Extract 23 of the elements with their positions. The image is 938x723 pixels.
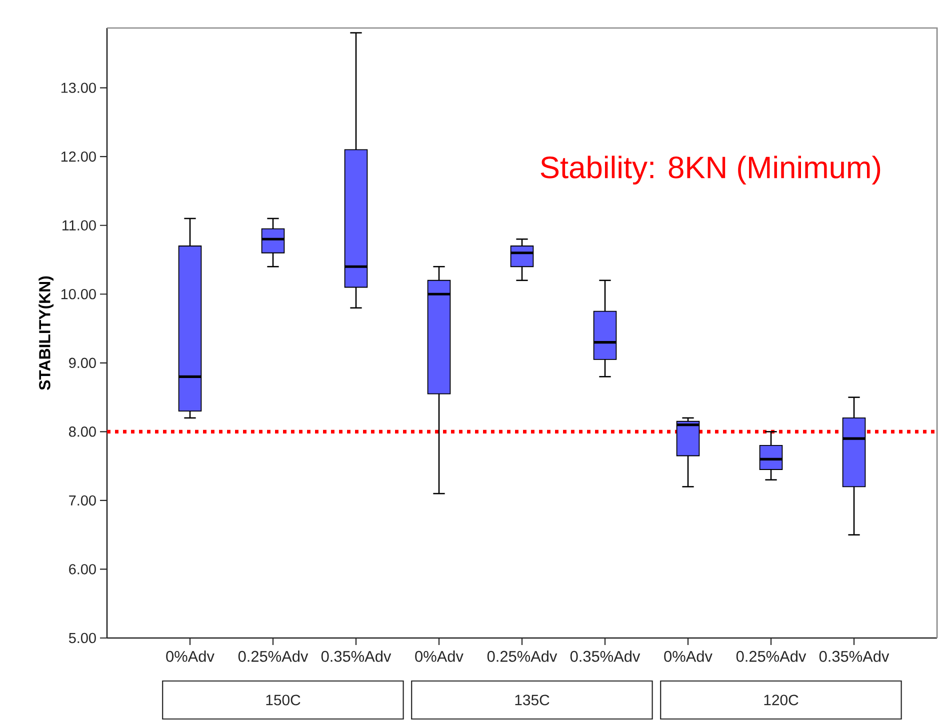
x-tick-label: 0.35%Adv [819, 650, 890, 662]
y-tick-label: 5.00 [68, 632, 96, 644]
y-tick-label: 11.00 [62, 220, 96, 230]
y-tick-label: 7.00 [69, 495, 96, 506]
x-tick-label: 0%Adv [415, 650, 464, 662]
x-tick-label: 0.25%Adv [487, 650, 558, 662]
text: 135C [515, 694, 550, 706]
y-tick-label: 6.00 [69, 564, 96, 574]
y-axis-title: STABILITY(KN) [38, 276, 54, 390]
text: 150C [266, 694, 300, 706]
y-tick-label: 10.00 [61, 289, 96, 300]
x-tick-label: 0.35%Adv [570, 650, 640, 662]
x-tick-label: 0%Adv [166, 650, 214, 662]
y-tick-label: 13.00 [61, 82, 96, 93]
x-tick-label: 0.25%Adv [736, 650, 806, 662]
ref-line-label: Stability: 8KN (Minimum) [540, 156, 880, 185]
text: 120C [764, 694, 798, 706]
y-tick-label: 9.00 [69, 358, 96, 368]
x-tick-label: 0.25%Adv [238, 650, 308, 662]
y-tick-label: 12.00 [61, 151, 96, 162]
x-tick-label: 0%Adv [664, 650, 712, 662]
y-tick-label: 8.00 [68, 426, 96, 437]
x-tick-label: 0.35%Adv [321, 650, 392, 662]
